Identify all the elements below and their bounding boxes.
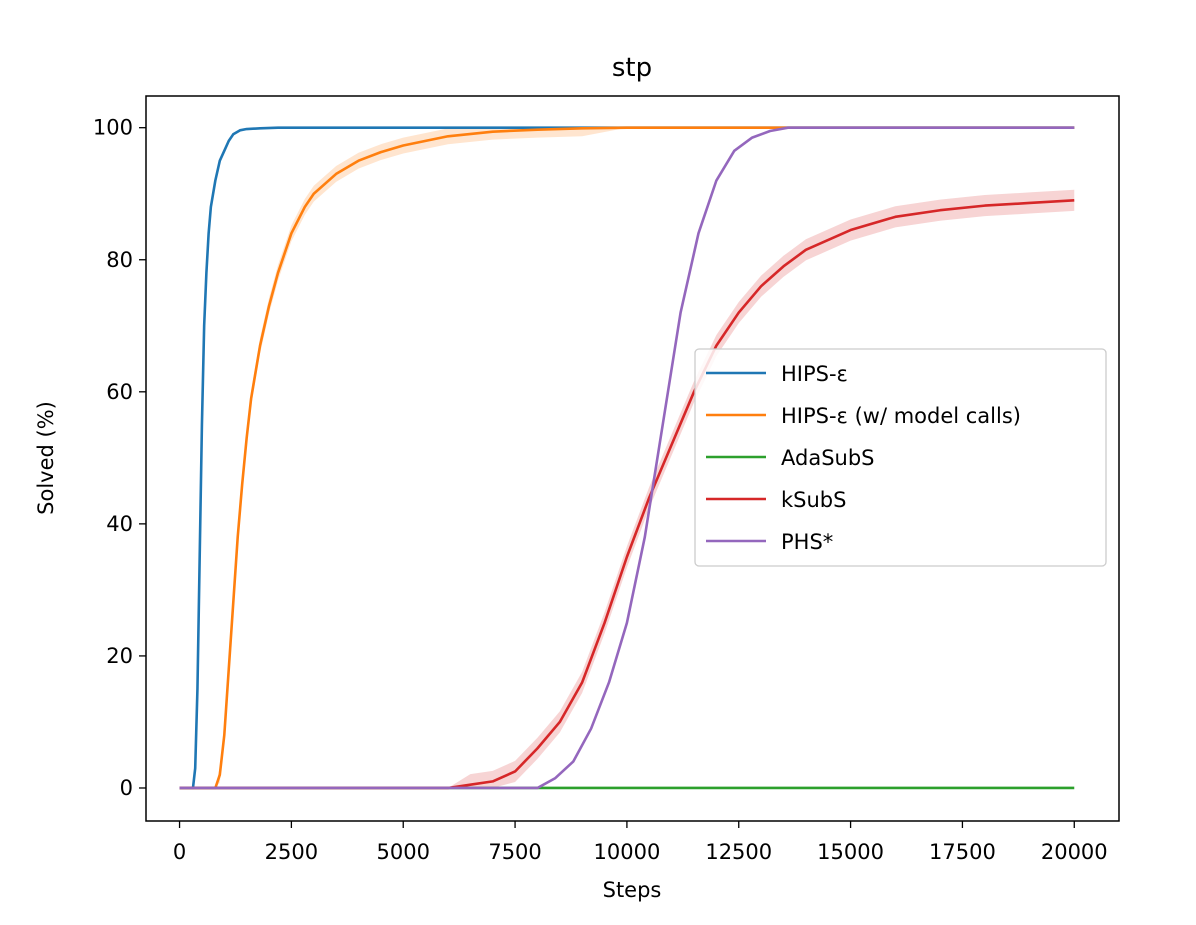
x-tick-label: 17500 <box>929 840 996 864</box>
legend-label: HIPS-ε (w/ model calls) <box>781 404 1021 428</box>
series-phs-line <box>179 126 1075 790</box>
series-lines <box>179 126 1075 790</box>
series-ksubs-line <box>179 199 1075 790</box>
y-tick-label: 0 <box>120 776 133 800</box>
x-tick-label: 10000 <box>594 840 661 864</box>
y-tick-label: 60 <box>106 380 133 404</box>
x-tick-label: 0 <box>173 840 186 864</box>
y-tick-label: 20 <box>106 644 133 668</box>
y-axis-label: Solved (%) <box>34 401 58 515</box>
x-tick-label: 2500 <box>265 840 318 864</box>
x-tick-label: 5000 <box>377 840 430 864</box>
legend-label: AdaSubS <box>781 446 875 470</box>
plot-area-frame <box>145 95 1120 822</box>
legend: HIPS-ε HIPS-ε (w/ model calls) AdaSubS kSub… <box>694 348 1107 567</box>
legend-box <box>694 348 1107 567</box>
y-axis-ticks: 0 20 40 60 80 100 <box>93 116 146 800</box>
legend-label: PHS* <box>781 530 833 554</box>
y-tick-label: 100 <box>93 116 133 140</box>
x-tick-label: 12500 <box>705 840 772 864</box>
series-hips-w-model-calls-line <box>179 126 1075 790</box>
legend-label: HIPS-ε <box>781 362 848 386</box>
x-axis-ticks: 0 2500 5000 7500 10000 12500 15000 17500 20000 <box>173 821 1108 864</box>
x-axis-label: Steps <box>603 878 662 902</box>
chart-title: stp <box>612 53 652 83</box>
x-tick-label: 7500 <box>488 840 541 864</box>
y-tick-label: 80 <box>106 248 133 272</box>
series-hips-line <box>179 126 1075 790</box>
legend-label: kSubS <box>781 488 846 512</box>
x-tick-label: 20000 <box>1041 840 1108 864</box>
y-tick-label: 40 <box>106 512 133 536</box>
x-tick-label: 15000 <box>817 840 884 864</box>
